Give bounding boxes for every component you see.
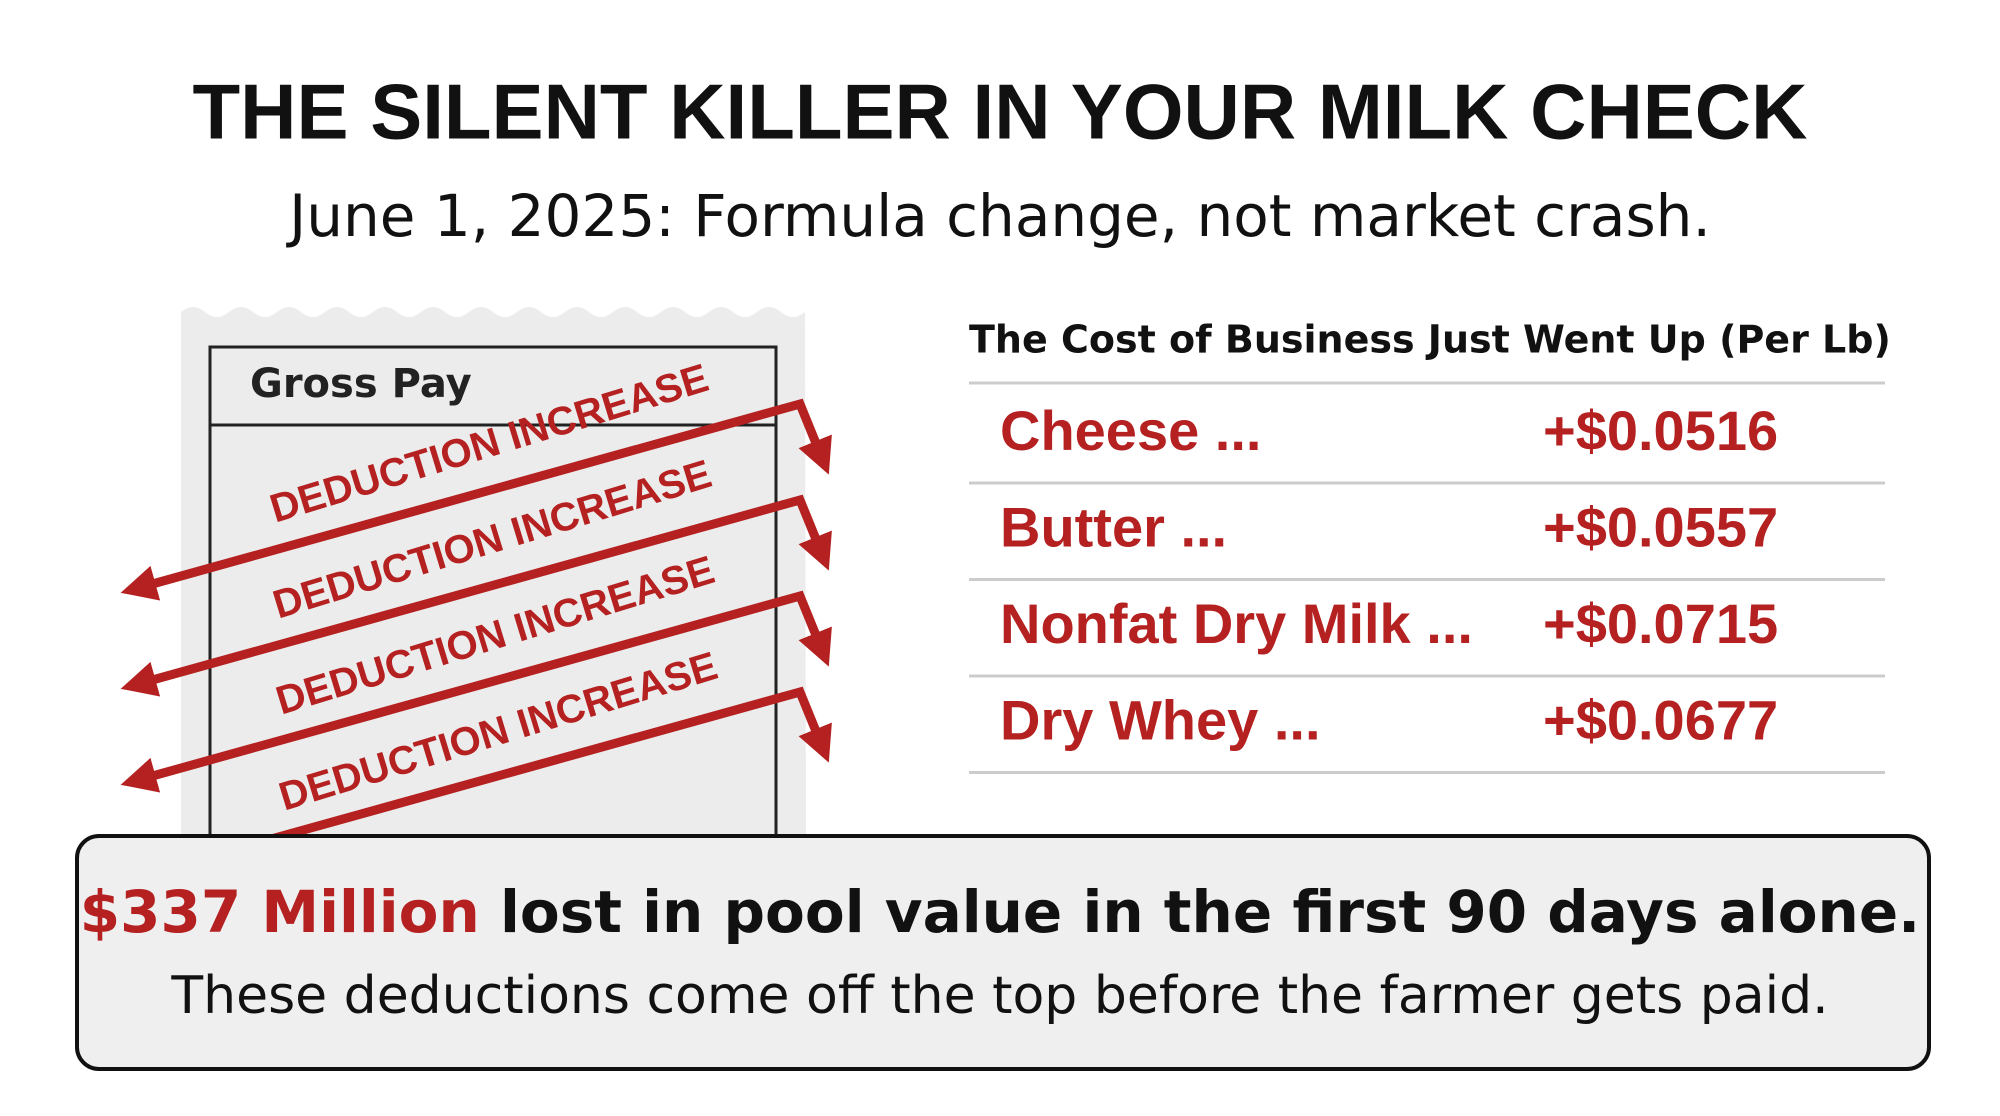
item-cost: +$0.0677 [1543,688,1778,751]
callout-headline: $337 Million lost in pool value in the f… [80,878,1920,946]
callout-rest: lost in pool value in the first 90 days … [480,878,1920,946]
stamp-arrow [120,590,832,793]
item-cost: +$0.0557 [1543,495,1778,558]
callout-highlight: $337 Million [80,878,480,946]
callout-note: These deductions come off the top before… [170,966,1828,1026]
item-name: Dry Whey ... [1000,688,1321,751]
item-name: Butter ... [1000,495,1227,558]
stamp-arrow [120,494,832,697]
item-cost: +$0.0516 [1543,399,1778,462]
subtitle: June 1, 2025: Formula change, not market… [286,182,1711,250]
callout-box [75,834,1931,1071]
cost-table: The Cost of Business Just Went Up (Per L… [969,318,1891,774]
title: THE SILENT KILLER IN YOUR MILK CHECK [193,68,1808,156]
stamp-arrow [120,398,832,601]
stamp-arrow [120,686,832,889]
table-title: The Cost of Business Just Went Up (Per L… [969,318,1891,362]
gross-pay: Gross Pay [250,361,472,407]
item-cost: +$0.0715 [1543,592,1778,655]
item-name: Cheese ... [1000,399,1261,462]
item-name: Nonfat Dry Milk ... [1000,592,1473,655]
